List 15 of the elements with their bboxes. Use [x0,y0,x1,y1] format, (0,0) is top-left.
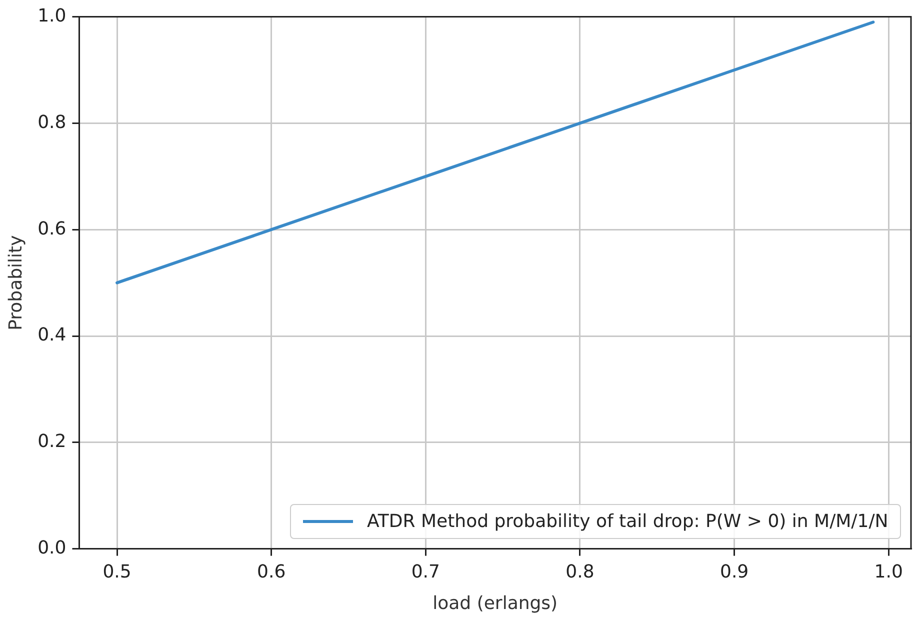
x-tick-label: 0.5 [102,561,132,582]
y-axis-title: Probability [5,234,26,330]
x-tick-label: 0.6 [257,561,286,582]
y-tick-label: 0.6 [38,218,66,240]
x-tick-label: 0.9 [720,561,749,582]
y-tick-label: 1.0 [38,5,66,26]
y-tick-label: 0.8 [38,112,66,133]
x-tick-label: 0.8 [566,561,594,582]
x-tick-label: 1.0 [874,561,903,582]
legend-label: ATDR Method probability of tail drop: P(W > 0) in M/M/1/N [367,510,888,532]
x-axis-title: load (erlangs) [432,592,558,614]
y-tick-label: 0.0 [38,537,66,558]
y-tick-label: 0.2 [38,431,66,452]
y-tick-label: 0.4 [38,324,66,346]
x-tick-label: 0.7 [411,561,440,582]
